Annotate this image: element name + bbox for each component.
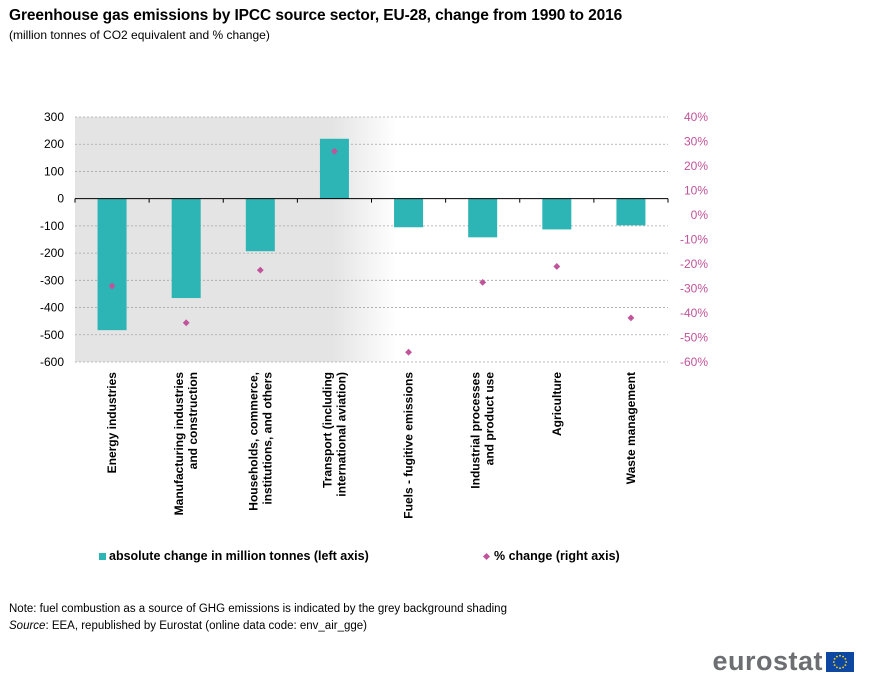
chart-subtitle: (million tonnes of CO2 equivalent and % … [9,28,270,42]
eurostat-logo: eurostat [712,646,854,677]
category-label: Households, commerce, [246,372,260,511]
flag-star [836,665,838,668]
right-axis-tick-label: -30% [680,282,708,296]
left-axis-tick-label: 100 [44,164,64,178]
category-label: institutions, and others [260,372,274,505]
chart: 300 200 100 0 -100 -200 -300 -400 -500 -600 40% 30%… [40,110,709,519]
category-label: Industrial processes [469,372,483,489]
percent-marker [553,263,561,270]
legend-bar-swatch [99,552,106,560]
legend-bar-label: absolute change in million tonnes (left … [109,549,369,563]
flag-star [842,655,844,658]
legend-diamond-swatch [482,552,491,560]
flag-star [845,660,848,663]
left-axis-tick-label: -300 [40,273,64,287]
percent-marker [331,147,338,155]
left-axis-tick-label: -200 [40,246,64,260]
category-label: and construction [186,372,200,469]
left-axis-tick-label: 0 [57,192,64,206]
right-axis-tick-label: 0% [691,208,709,222]
category-label: Waste management [624,372,638,484]
logo-text: eurostat [712,646,823,676]
right-axis-tick-label: 20% [684,159,708,173]
flag-star [844,657,847,660]
chart-title: Greenhouse gas emissions by IPCC source … [9,7,623,24]
flag-star [839,666,841,669]
source-label: Source [9,620,46,632]
eu-flag-icon [826,651,854,672]
bar [97,198,127,331]
flag-star [836,655,838,658]
flag-star [839,654,841,657]
percent-marker [256,266,264,274]
bar [245,198,275,252]
right-axis-tick-label: -60% [680,355,708,369]
bar [616,198,646,226]
flag-star [833,657,836,660]
legend-marker-label: % change (right axis) [494,549,620,563]
right-axis-tick-label: -50% [680,331,708,345]
right-axis-tick-label: -40% [680,306,708,320]
category-label: Manufacturing industries [172,372,186,516]
left-axis-tick-label: -500 [40,328,64,342]
percent-marker [627,314,635,322]
percent-marker [108,282,116,290]
legend-marker: % change (right axis) [482,549,620,563]
right-axis-tick-label: 10% [684,184,708,198]
left-axis-tick-label: 300 [44,110,64,124]
category-label: Agriculture [550,372,564,436]
category-label: Fuels - fugitive emissions [402,372,416,519]
percent-marker [479,278,487,286]
category-label: international aviation) [334,372,348,497]
percent-marker [405,348,412,356]
right-axis-tick-label: -20% [680,257,708,271]
legend-bar: absolute change in million tonnes (left … [99,549,369,563]
left-axis-tick-label: -400 [40,301,64,315]
bar [468,198,498,238]
flag-star [844,663,847,666]
percent-marker [182,319,190,327]
category-label: and product use [483,372,497,466]
category-label: Transport (including [320,372,334,488]
flag-star [833,663,836,666]
left-axis-tick-label: -100 [40,219,64,233]
category-label: Energy industries [105,372,119,474]
footnote: Note: fuel combustion as a source of GHG… [9,603,507,615]
bar [542,198,572,230]
right-axis-tick-label: 40% [684,110,708,124]
source-text: : EEA, republished by Eurostat (online d… [45,620,367,632]
source-line: Source: EEA, republished by Eurostat (on… [9,620,367,632]
flag-star [832,660,835,663]
left-axis-tick-label: -600 [40,355,64,369]
flag-star [842,665,844,668]
bar [394,198,424,228]
right-axis-tick-label: -10% [680,233,708,247]
left-axis-tick-label: 200 [44,137,64,151]
bar [319,138,349,199]
right-axis-tick-label: 30% [684,135,708,149]
bar [171,198,201,299]
